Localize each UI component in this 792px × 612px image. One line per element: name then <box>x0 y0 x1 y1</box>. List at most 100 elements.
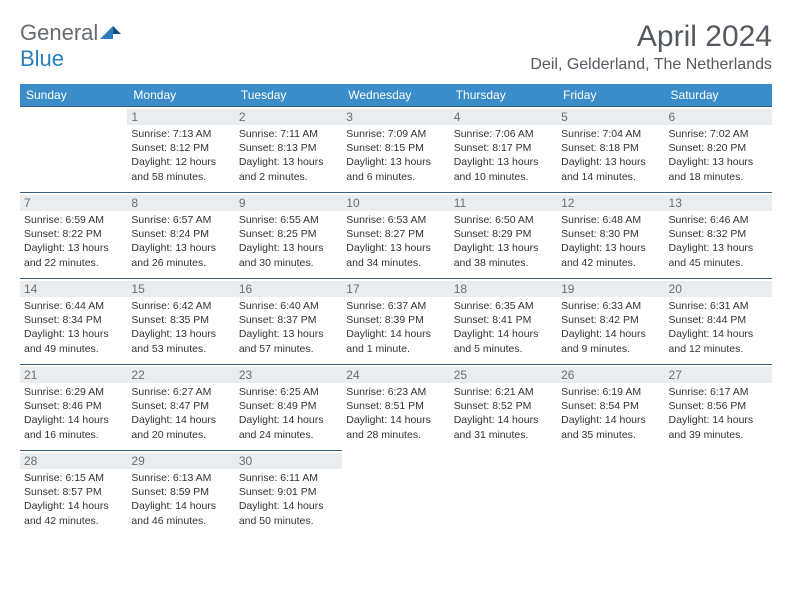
day-cell <box>665 451 772 537</box>
day-number: 15 <box>127 281 234 297</box>
day-cell: 25 Sunrise: 6:21 AMSunset: 8:52 PMDayligh… <box>450 365 557 451</box>
day-info: Sunrise: 7:02 AMSunset: 8:20 PMDaylight:… <box>669 127 768 184</box>
day-number: 13 <box>665 195 772 211</box>
day-cell: 21Sunrise: 6:29 AMSunset: 8:46 PMDayligh… <box>20 365 127 451</box>
day-number: 16 <box>235 281 342 297</box>
day-cell: 18 Sunrise: 6:35 AMSunset: 8:41 PMDayligh… <box>450 279 557 365</box>
day-number: 7 <box>20 195 127 211</box>
dayhead-mon: Monday <box>127 84 234 107</box>
header: GeneralBlue April 2024 Deil, Gelderland,… <box>20 20 772 74</box>
day-info: Sunrise: 6:55 AMSunset: 8:25 PMDaylight:… <box>239 213 338 270</box>
day-info: Sunrise: 6:15 AMSunset: 8:57 PMDaylight:… <box>24 471 123 528</box>
day-info: Sunrise: 6:46 AMSunset: 8:32 PMDaylight:… <box>669 213 768 270</box>
day-number: 17 <box>342 281 449 297</box>
day-info: Sunrise: 6:19 AMSunset: 8:54 PMDaylight:… <box>561 385 660 442</box>
day-info: Sunrise: 6:59 AMSunset: 8:22 PMDaylight:… <box>24 213 123 270</box>
day-number: 20 <box>665 281 772 297</box>
day-number: 10 <box>342 195 449 211</box>
day-number: 2 <box>235 109 342 125</box>
weekday-header-row: Sunday Monday Tuesday Wednesday Thursday… <box>20 84 772 107</box>
day-info: Sunrise: 7:04 AMSunset: 8:18 PMDaylight:… <box>561 127 660 184</box>
dayhead-thu: Thursday <box>450 84 557 107</box>
day-cell: 4Sunrise: 7:06 AMSunset: 8:17 PMDaylight… <box>450 107 557 193</box>
day-number: 29 <box>127 453 234 469</box>
day-cell: 20 Sunrise: 6:31 AMSunset: 8:44 PMDayligh… <box>665 279 772 365</box>
week-row: 28 Sunrise: 6:15 AMSunset: 8:57 PMDayligh… <box>20 451 772 537</box>
week-row: 14Sunrise: 6:44 AMSunset: 8:34 PMDayligh… <box>20 279 772 365</box>
day-cell: 24Sunrise: 6:23 AMSunset: 8:51 PMDayligh… <box>342 365 449 451</box>
day-number: 30 <box>235 453 342 469</box>
dayhead-tue: Tuesday <box>235 84 342 107</box>
logo: GeneralBlue <box>20 20 126 72</box>
day-info: Sunrise: 6:53 AMSunset: 8:27 PMDaylight:… <box>346 213 445 270</box>
day-number: 12 <box>557 195 664 211</box>
day-cell: 22 Sunrise: 6:27 AMSunset: 8:47 PMDayligh… <box>127 365 234 451</box>
dayhead-wed: Wednesday <box>342 84 449 107</box>
month-title: April 2024 <box>530 20 772 54</box>
day-cell: 7 Sunrise: 6:59 AMSunset: 8:22 PMDaylight… <box>20 193 127 279</box>
day-cell: 28 Sunrise: 6:15 AMSunset: 8:57 PMDayligh… <box>20 451 127 537</box>
calendar: Sunday Monday Tuesday Wednesday Thursday… <box>20 84 772 537</box>
day-info: Sunrise: 6:17 AMSunset: 8:56 PMDaylight:… <box>669 385 768 442</box>
title-block: April 2024 Deil, Gelderland, The Netherl… <box>530 20 772 74</box>
logo-word2: Blue <box>20 46 64 71</box>
day-cell: 9Sunrise: 6:55 AMSunset: 8:25 PMDaylight… <box>235 193 342 279</box>
day-info: Sunrise: 6:27 AMSunset: 8:47 PMDaylight:… <box>131 385 230 442</box>
day-info: Sunrise: 6:40 AMSunset: 8:37 PMDaylight:… <box>239 299 338 356</box>
day-cell <box>557 451 664 537</box>
day-cell <box>342 451 449 537</box>
day-cell: 10 Sunrise: 6:53 AMSunset: 8:27 PMDayligh… <box>342 193 449 279</box>
day-info: Sunrise: 6:42 AMSunset: 8:35 PMDaylight:… <box>131 299 230 356</box>
day-info: Sunrise: 6:29 AMSunset: 8:46 PMDaylight:… <box>24 385 123 442</box>
dayhead-sun: Sunday <box>20 84 127 107</box>
day-cell: 30 Sunrise: 6:11 AMSunset: 9:01 PMDayligh… <box>235 451 342 537</box>
day-cell: 2 Sunrise: 7:11 AMSunset: 8:13 PMDaylight… <box>235 107 342 193</box>
day-info: Sunrise: 7:06 AMSunset: 8:17 PMDaylight:… <box>454 127 553 184</box>
day-info: Sunrise: 6:21 AMSunset: 8:52 PMDaylight:… <box>454 385 553 442</box>
day-number: 28 <box>20 453 127 469</box>
day-cell: 17Sunrise: 6:37 AMSunset: 8:39 PMDayligh… <box>342 279 449 365</box>
day-number: 25 <box>450 367 557 383</box>
day-number: 26 <box>557 367 664 383</box>
day-number: 22 <box>127 367 234 383</box>
week-row: 21Sunrise: 6:29 AMSunset: 8:46 PMDayligh… <box>20 365 772 451</box>
day-number: 8 <box>127 195 234 211</box>
day-info: Sunrise: 6:31 AMSunset: 8:44 PMDaylight:… <box>669 299 768 356</box>
week-row: 7 Sunrise: 6:59 AMSunset: 8:22 PMDaylight… <box>20 193 772 279</box>
day-info: Sunrise: 6:33 AMSunset: 8:42 PMDaylight:… <box>561 299 660 356</box>
day-info: Sunrise: 6:50 AMSunset: 8:29 PMDaylight:… <box>454 213 553 270</box>
day-number: 1 <box>127 109 234 125</box>
day-number: 3 <box>342 109 449 125</box>
day-cell <box>450 451 557 537</box>
day-cell: 8Sunrise: 6:57 AMSunset: 8:24 PMDaylight… <box>127 193 234 279</box>
day-info: Sunrise: 6:48 AMSunset: 8:30 PMDaylight:… <box>561 213 660 270</box>
day-info: Sunrise: 6:11 AMSunset: 9:01 PMDaylight:… <box>239 471 338 528</box>
logo-icon <box>100 20 126 45</box>
day-cell <box>20 107 127 193</box>
day-cell: 27 Sunrise: 6:17 AMSunset: 8:56 PMDayligh… <box>665 365 772 451</box>
day-info: Sunrise: 7:11 AMSunset: 8:13 PMDaylight:… <box>239 127 338 184</box>
day-info: Sunrise: 7:09 AMSunset: 8:15 PMDaylight:… <box>346 127 445 184</box>
dayhead-fri: Friday <box>557 84 664 107</box>
day-number: 11 <box>450 195 557 211</box>
day-number: 23 <box>235 367 342 383</box>
day-info: Sunrise: 6:25 AMSunset: 8:49 PMDaylight:… <box>239 385 338 442</box>
logo-word1: General <box>20 20 98 45</box>
day-number: 5 <box>557 109 664 125</box>
day-cell: 14Sunrise: 6:44 AMSunset: 8:34 PMDayligh… <box>20 279 127 365</box>
day-cell: 29Sunrise: 6:13 AMSunset: 8:59 PMDayligh… <box>127 451 234 537</box>
day-cell: 26 Sunrise: 6:19 AMSunset: 8:54 PMDayligh… <box>557 365 664 451</box>
day-info: Sunrise: 6:35 AMSunset: 8:41 PMDaylight:… <box>454 299 553 356</box>
day-info: Sunrise: 7:13 AMSunset: 8:12 PMDaylight:… <box>131 127 230 184</box>
day-number: 18 <box>450 281 557 297</box>
day-number: 27 <box>665 367 772 383</box>
day-cell: 16 Sunrise: 6:40 AMSunset: 8:37 PMDayligh… <box>235 279 342 365</box>
location: Deil, Gelderland, The Netherlands <box>530 56 772 74</box>
day-cell: 1 Sunrise: 7:13 AMSunset: 8:12 PMDaylight… <box>127 107 234 193</box>
day-cell: 3 Sunrise: 7:09 AMSunset: 8:15 PMDaylight… <box>342 107 449 193</box>
day-number: 6 <box>665 109 772 125</box>
day-cell: 15 Sunrise: 6:42 AMSunset: 8:35 PMDayligh… <box>127 279 234 365</box>
day-info: Sunrise: 6:23 AMSunset: 8:51 PMDaylight:… <box>346 385 445 442</box>
day-info: Sunrise: 6:44 AMSunset: 8:34 PMDaylight:… <box>24 299 123 356</box>
day-cell: 5 Sunrise: 7:04 AMSunset: 8:18 PMDaylight… <box>557 107 664 193</box>
